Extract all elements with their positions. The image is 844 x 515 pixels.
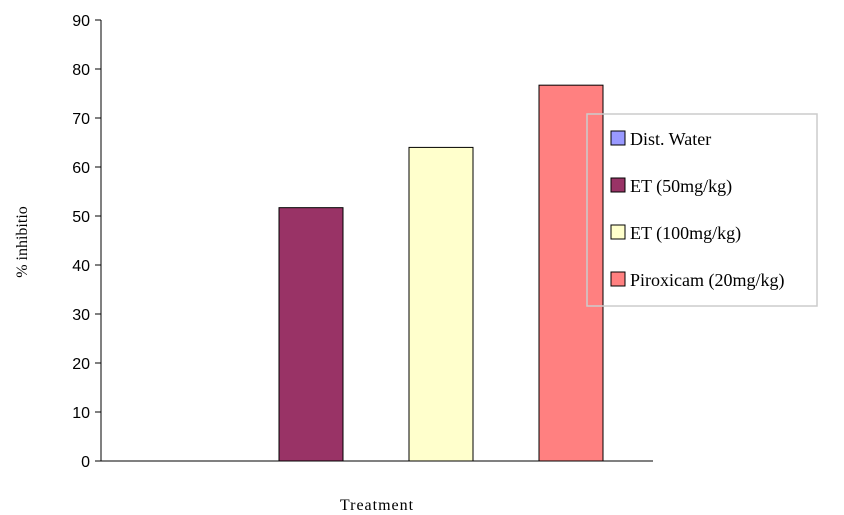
legend-swatch-3	[610, 271, 626, 287]
y-tick-label: 40	[72, 258, 90, 275]
y-tick-label: 0	[81, 454, 90, 471]
legend-label-0: Dist. Water	[630, 129, 711, 149]
y-tick-label: 30	[72, 307, 90, 324]
y-tick-label: 90	[72, 13, 90, 30]
legend-swatch-2	[610, 224, 626, 240]
legend-label-3: Piroxicam (20mg/kg)	[630, 270, 784, 291]
legend-label-1: ET (50mg/kg)	[630, 176, 732, 197]
bar-3	[538, 84, 604, 462]
legend-swatch-1	[610, 177, 626, 193]
x-axis-label: Treatment	[340, 497, 414, 514]
legend-swatch-0	[610, 130, 626, 146]
y-tick-label: 20	[72, 356, 90, 373]
legend: Dist. Water ET (50mg/kg) ET (100mg/kg) Piro…	[586, 113, 818, 307]
y-tick-label: 60	[72, 160, 90, 177]
y-tick-label: 80	[72, 62, 90, 79]
legend-label-2: ET (100mg/kg)	[630, 223, 741, 244]
bar-1	[278, 207, 344, 462]
y-tick-label: 10	[72, 405, 90, 422]
bars	[278, 84, 604, 462]
legend-border	[586, 113, 818, 307]
y-tick-label: 50	[72, 209, 90, 226]
y-axis-label: % inhibitio	[14, 206, 31, 278]
y-axis-ticks: 0 10 20 30 40 50 60 70 80 90	[72, 13, 101, 471]
y-tick-label: 70	[72, 111, 90, 128]
bar-2	[408, 146, 474, 462]
